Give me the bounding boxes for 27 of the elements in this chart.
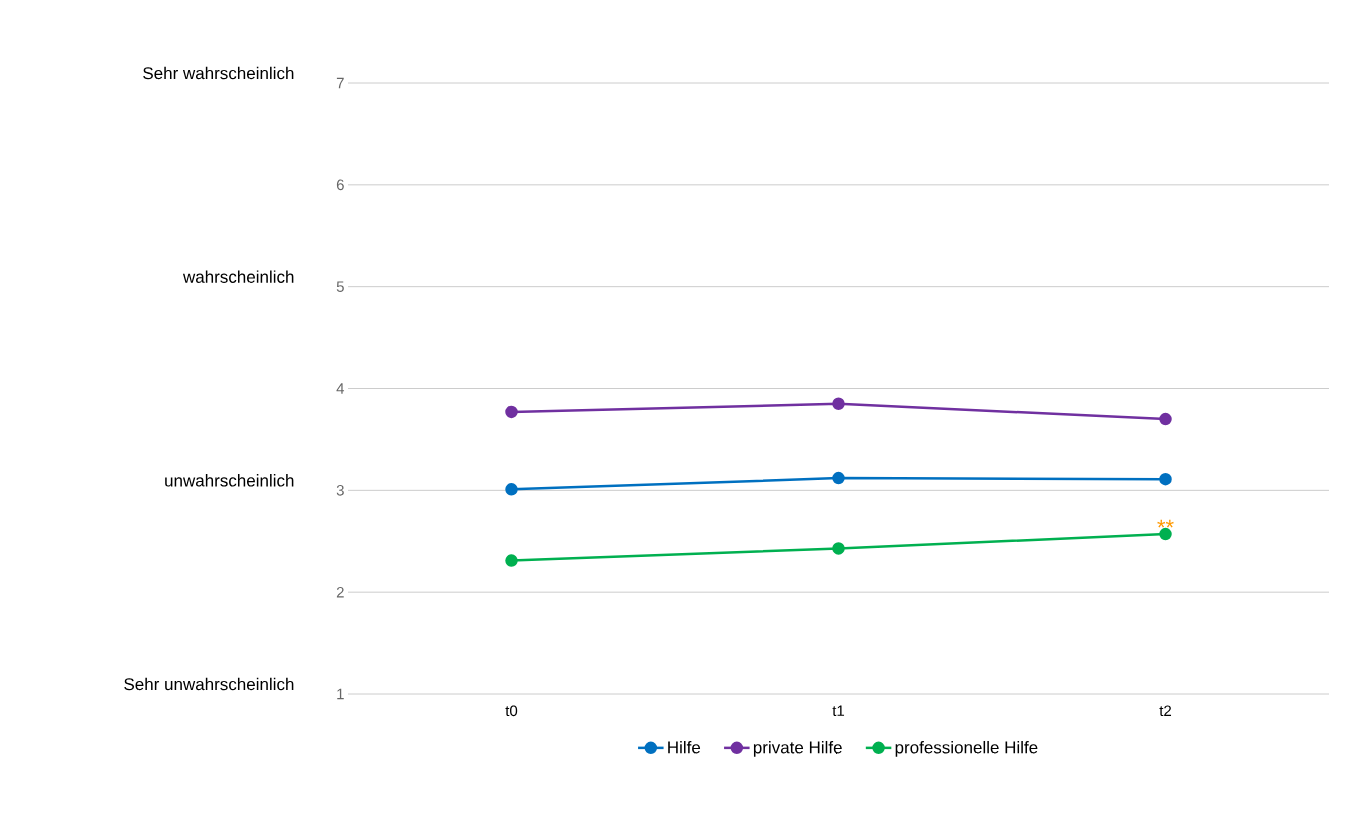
y-tick-label: 5	[336, 281, 344, 292]
text: Sehr wahrscheinlich	[143, 66, 294, 80]
text: unwahrscheinlich	[165, 474, 294, 487]
point	[505, 405, 518, 419]
point	[1159, 527, 1172, 541]
y-tick-label: 4	[336, 383, 345, 394]
point	[832, 542, 845, 555]
point	[505, 483, 518, 496]
point	[1159, 412, 1172, 426]
y-tick-label: 7	[336, 77, 344, 89]
text: wahrscheinlich	[182, 270, 294, 283]
text: Sehr unwahrscheinlich	[124, 677, 294, 691]
y-tick-label: 2	[336, 586, 344, 598]
legend-label: professionelle Hilfe	[895, 740, 1038, 757]
point	[832, 397, 845, 411]
legend-label: Hilfe	[668, 740, 701, 754]
x-tick-label: t0	[505, 705, 518, 717]
x-tick-label: t2	[1159, 705, 1172, 717]
x-tick-label: t1	[832, 705, 845, 716]
y-tick-label: 6	[336, 179, 344, 191]
point	[505, 554, 518, 567]
point	[1159, 472, 1172, 486]
y-tick-label: 3	[336, 485, 344, 496]
y-tick-label: 1	[337, 688, 344, 700]
legend-label: private Hilfe	[753, 740, 842, 757]
annotation: **	[1157, 519, 1174, 528]
point	[832, 471, 845, 485]
